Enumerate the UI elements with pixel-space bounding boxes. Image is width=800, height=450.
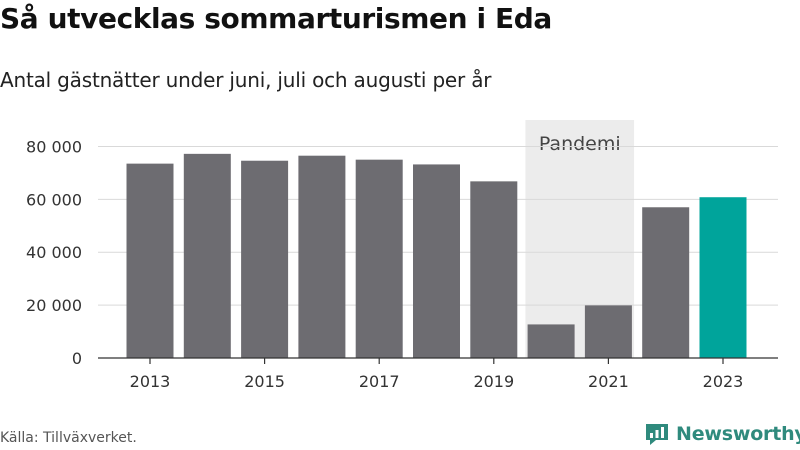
bar-2015 — [241, 160, 289, 358]
brand-logo[interactable]: Newsworthy — [644, 419, 800, 449]
pandemic-label: Pandemi — [539, 133, 621, 155]
y-tick-label: 80 000 — [26, 137, 82, 156]
bar-2021 — [584, 305, 632, 358]
bar-2016 — [298, 155, 346, 358]
bar-2022 — [642, 207, 690, 358]
x-tick-label: 2023 — [703, 372, 744, 391]
bar-2013 — [126, 163, 174, 358]
x-tick-label: 2013 — [130, 372, 171, 391]
x-tick-label: 2017 — [359, 372, 400, 391]
chart-subtitle: Antal gästnätter under juni, juli och au… — [0, 68, 492, 92]
bar-2018 — [413, 164, 460, 358]
bar-2019 — [470, 181, 518, 358]
x-axis — [98, 357, 778, 364]
y-tick-label: 60 000 — [26, 190, 82, 209]
x-tick-label: 2021 — [588, 372, 629, 391]
source-note: Källa: Tillväxverket. — [0, 430, 137, 446]
x-tick-label: 2019 — [473, 372, 514, 391]
bar-2017 — [355, 159, 403, 358]
y-tick-label: 40 000 — [26, 243, 82, 262]
bar-2020 — [527, 324, 575, 358]
bars — [126, 153, 747, 358]
bar-2014 — [183, 153, 231, 358]
x-tick-label: 2015 — [244, 372, 285, 391]
y-tick-label: 0 — [72, 349, 82, 368]
tick-labels: 0 20 000 40 000 60 000 80 000 2013 2015 2017 201… — [26, 137, 743, 391]
y-tick-label: 20 000 — [26, 296, 82, 315]
newsworthy-logo-icon — [646, 424, 668, 445]
brand-name: Newsworthy — [676, 423, 800, 445]
bar-2023 — [699, 197, 747, 358]
bar-chart: Pandemi 0 20 000 40 000 60 000 80 000 2013 201… — [26, 120, 778, 391]
chart-title: Så utvecklas sommarturismen i Eda — [0, 2, 552, 35]
